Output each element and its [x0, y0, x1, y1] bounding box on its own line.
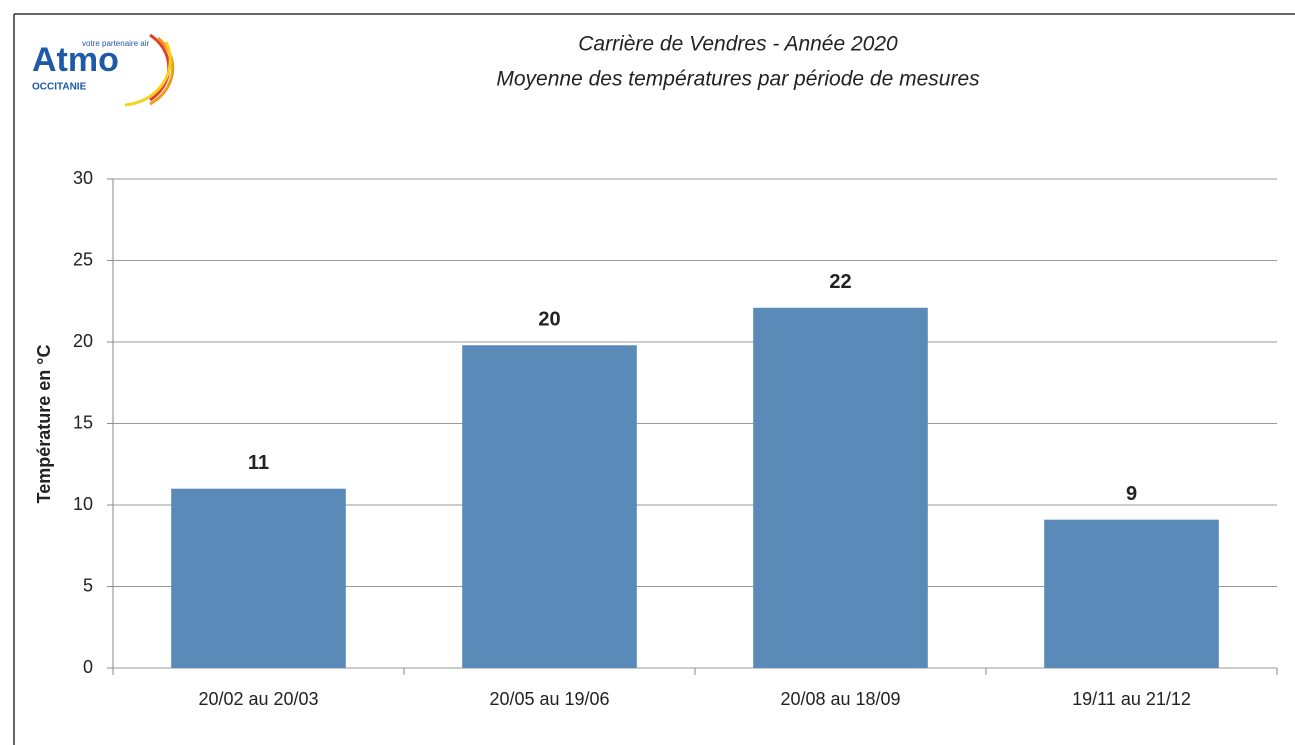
bar [462, 345, 637, 668]
x-tick-label: 20/02 au 20/03 [198, 689, 318, 709]
y-tick-label: 30 [73, 168, 93, 188]
bar [171, 488, 346, 668]
value-label: 11 [248, 452, 269, 474]
y-tick-label: 5 [83, 575, 93, 595]
x-tick-label: 20/05 au 19/06 [489, 689, 609, 709]
value-label: 22 [829, 271, 851, 293]
logo-region: OCCITANIE [32, 82, 87, 93]
x-tick-label: 19/11 au 21/12 [1072, 689, 1191, 709]
chart-title: Carrière de Vendres - Année 2020 [578, 33, 898, 56]
logo-name: Atmo [32, 41, 119, 79]
y-tick-label: 0 [83, 657, 93, 677]
x-tick-label: 20/08 au 18/09 [780, 689, 900, 709]
logo-tagline: votre partenaire air [82, 39, 149, 48]
chart-subtitle: Moyenne des températures par période de … [496, 68, 980, 91]
value-label: 20 [538, 309, 560, 331]
y-axis-label: Température en °C [34, 345, 54, 504]
bar [1044, 519, 1219, 668]
logo-arc [124, 41, 172, 107]
value-label: 9 [1126, 483, 1137, 505]
y-tick-label: 15 [73, 412, 93, 432]
bar [753, 307, 928, 668]
y-tick-label: 10 [73, 494, 93, 514]
logo-arc [149, 36, 175, 106]
y-tick-label: 25 [73, 249, 93, 269]
y-tick-label: 20 [73, 331, 93, 351]
logo: Atmo votre partenaire air OCCITANIE [32, 33, 175, 107]
